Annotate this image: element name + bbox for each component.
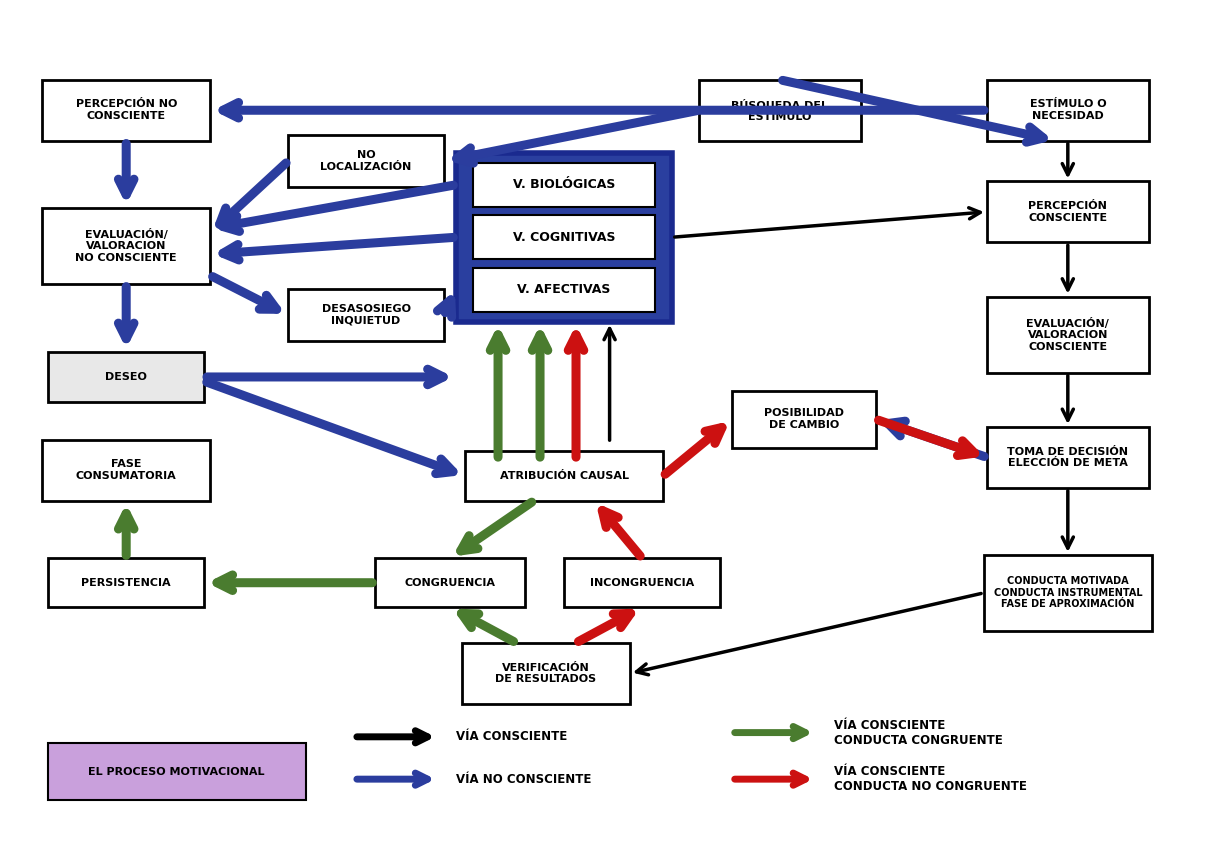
Text: NO
LOCALIZACIÓN: NO LOCALIZACIÓN bbox=[321, 150, 411, 172]
Text: EVALUACIÓN/
VALORACION
NO CONSCIENTE: EVALUACIÓN/ VALORACION NO CONSCIENTE bbox=[76, 229, 177, 263]
FancyBboxPatch shape bbox=[699, 79, 860, 141]
Text: CONDUCTA MOTIVADA
CONDUCTA INSTRUMENTAL
FASE DE APROXIMACIÓN: CONDUCTA MOTIVADA CONDUCTA INSTRUMENTAL … bbox=[994, 576, 1142, 609]
Text: TOMA DE DECISIÓN
ELECCIÓN DE META: TOMA DE DECISIÓN ELECCIÓN DE META bbox=[1007, 447, 1129, 468]
FancyBboxPatch shape bbox=[987, 79, 1149, 141]
FancyBboxPatch shape bbox=[48, 352, 204, 403]
FancyBboxPatch shape bbox=[474, 162, 655, 206]
FancyBboxPatch shape bbox=[984, 555, 1152, 631]
FancyBboxPatch shape bbox=[987, 427, 1149, 488]
Text: CONGRUENCIA: CONGRUENCIA bbox=[405, 578, 496, 588]
FancyBboxPatch shape bbox=[42, 79, 211, 141]
FancyBboxPatch shape bbox=[474, 215, 655, 259]
FancyBboxPatch shape bbox=[474, 268, 655, 312]
Text: VERIFICACIÓN
DE RESULTADOS: VERIFICACIÓN DE RESULTADOS bbox=[496, 663, 596, 684]
FancyBboxPatch shape bbox=[48, 558, 204, 607]
FancyBboxPatch shape bbox=[42, 440, 211, 500]
Text: VÍA CONSCIENTE
CONDUCTA CONGRUENTE: VÍA CONSCIENTE CONDUCTA CONGRUENTE bbox=[834, 719, 1002, 746]
Text: VÍA CONSCIENTE: VÍA CONSCIENTE bbox=[457, 730, 567, 743]
FancyBboxPatch shape bbox=[42, 207, 211, 284]
Text: V. BIOLÓGICAS: V. BIOLÓGICAS bbox=[513, 178, 616, 191]
Text: DESEO: DESEO bbox=[105, 372, 147, 382]
Text: V. COGNITIVAS: V. COGNITIVAS bbox=[513, 231, 616, 244]
Text: DESASOSIEGO
INQUIETUD: DESASOSIEGO INQUIETUD bbox=[322, 304, 410, 326]
FancyBboxPatch shape bbox=[465, 452, 663, 500]
Text: POSIBILIDAD
DE CAMBIO: POSIBILIDAD DE CAMBIO bbox=[764, 409, 843, 430]
Text: EL PROCESO MOTIVACIONAL: EL PROCESO MOTIVACIONAL bbox=[88, 766, 264, 777]
FancyBboxPatch shape bbox=[48, 743, 306, 800]
Text: VÍA CONSCIENTE
CONDUCTA NO CONGRUENTE: VÍA CONSCIENTE CONDUCTA NO CONGRUENTE bbox=[834, 766, 1027, 793]
FancyBboxPatch shape bbox=[987, 296, 1149, 372]
FancyBboxPatch shape bbox=[288, 289, 444, 341]
Text: V. AFECTIVAS: V. AFECTIVAS bbox=[518, 283, 611, 296]
Text: FASE
CONSUMATORIA: FASE CONSUMATORIA bbox=[76, 460, 176, 481]
FancyBboxPatch shape bbox=[375, 558, 525, 607]
FancyBboxPatch shape bbox=[288, 135, 444, 187]
Text: VÍA NO CONSCIENTE: VÍA NO CONSCIENTE bbox=[457, 772, 591, 785]
FancyBboxPatch shape bbox=[987, 181, 1149, 242]
FancyBboxPatch shape bbox=[457, 153, 672, 322]
Text: ESTÍMULO O
NECESIDAD: ESTÍMULO O NECESIDAD bbox=[1029, 99, 1106, 121]
Text: EVALUACIÓN/
VALORACION
CONSCIENTE: EVALUACIÓN/ VALORACION CONSCIENTE bbox=[1027, 318, 1109, 352]
Text: ATRIBUCIÓN CAUSAL: ATRIBUCIÓN CAUSAL bbox=[499, 471, 628, 481]
Text: INCONGRUENCIA: INCONGRUENCIA bbox=[590, 578, 694, 588]
FancyBboxPatch shape bbox=[564, 558, 720, 607]
Text: PERCEPCIÓN
CONSCIENTE: PERCEPCIÓN CONSCIENTE bbox=[1028, 201, 1108, 223]
Text: BÚSQUEDA DEL
ESTÍMULO: BÚSQUEDA DEL ESTÍMULO bbox=[732, 98, 829, 122]
FancyBboxPatch shape bbox=[463, 643, 630, 704]
Text: PERCEPCIÓN NO
CONSCIENTE: PERCEPCIÓN NO CONSCIENTE bbox=[76, 99, 177, 121]
FancyBboxPatch shape bbox=[732, 391, 876, 448]
Text: PERSISTENCIA: PERSISTENCIA bbox=[81, 578, 171, 588]
